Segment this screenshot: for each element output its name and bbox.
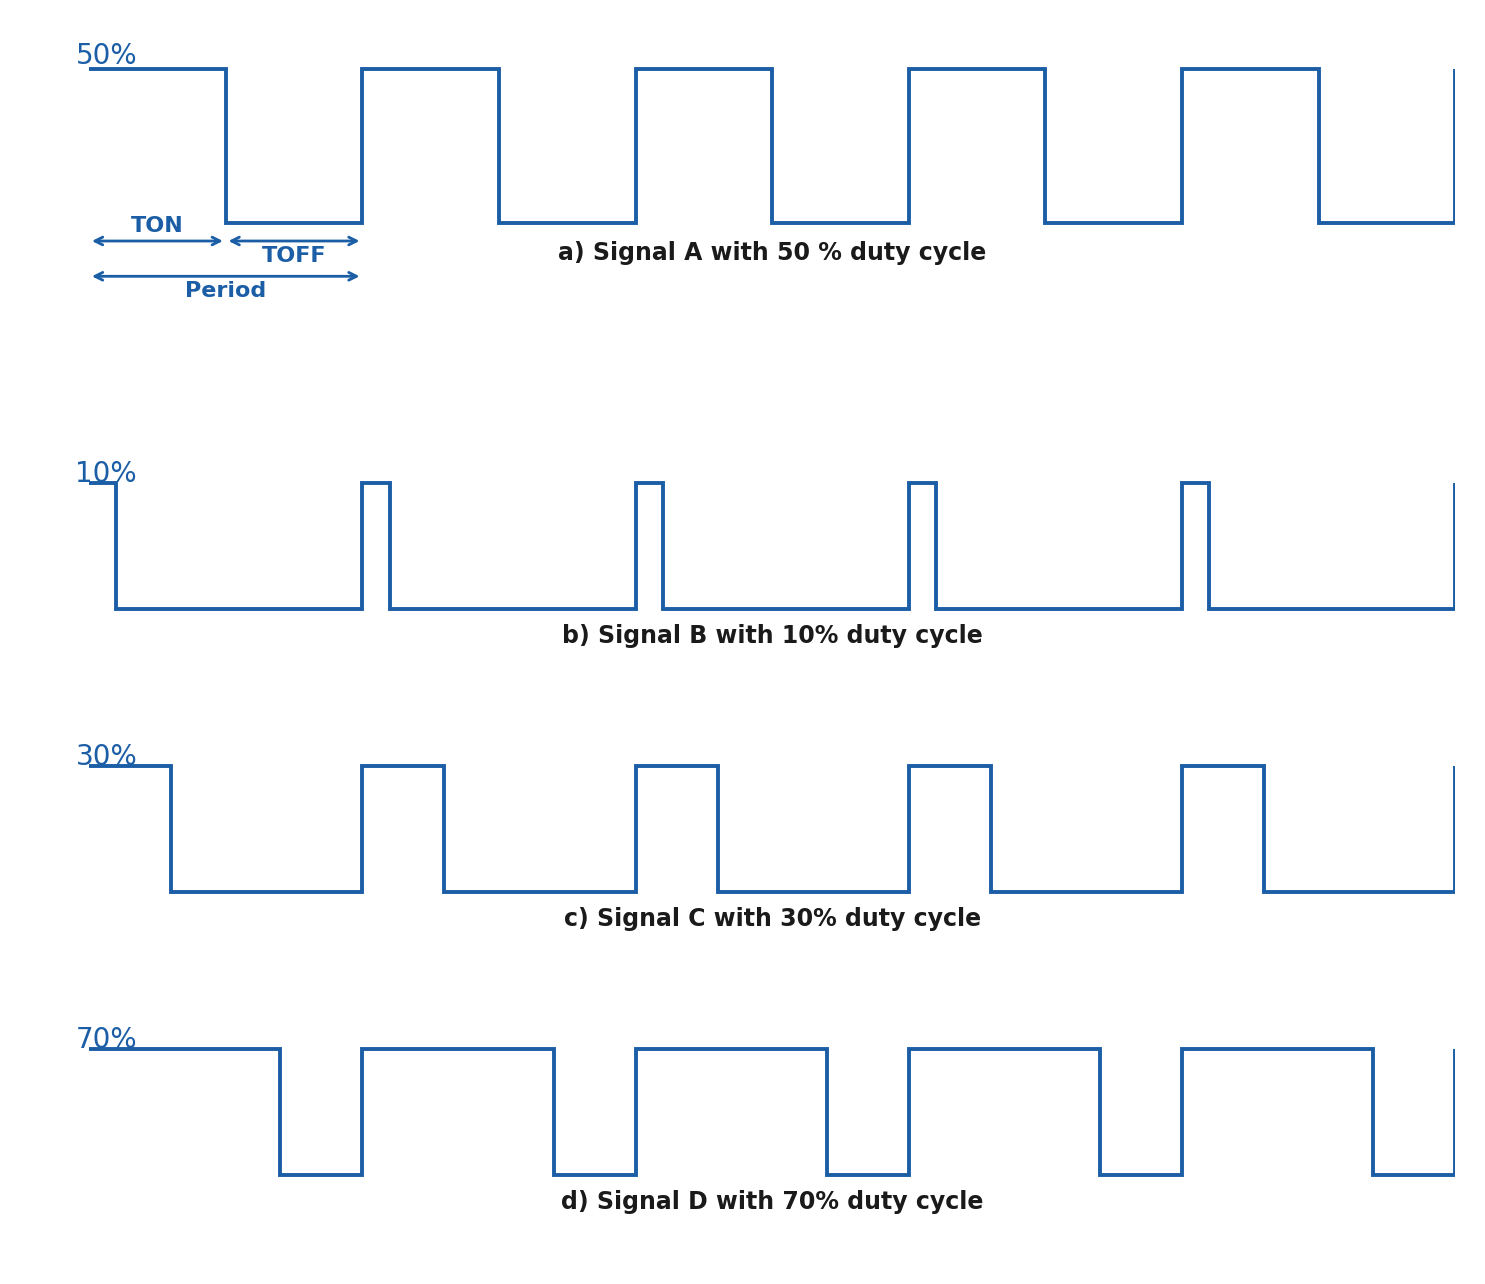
Text: d) Signal D with 70% duty cycle: d) Signal D with 70% duty cycle [561,1190,983,1215]
Text: 50%: 50% [76,41,137,69]
Text: TON: TON [131,217,184,236]
Text: b) Signal B with 10% duty cycle: b) Signal B with 10% duty cycle [561,624,983,648]
Text: 10%: 10% [76,461,137,488]
Text: 70%: 70% [76,1026,137,1054]
Text: TOFF: TOFF [261,245,327,266]
Text: Period: Period [186,281,266,300]
Text: c) Signal C with 30% duty cycle: c) Signal C with 30% duty cycle [564,908,980,931]
Text: a) Signal A with 50 % duty cycle: a) Signal A with 50 % duty cycle [558,241,986,265]
Text: 30%: 30% [76,743,137,772]
